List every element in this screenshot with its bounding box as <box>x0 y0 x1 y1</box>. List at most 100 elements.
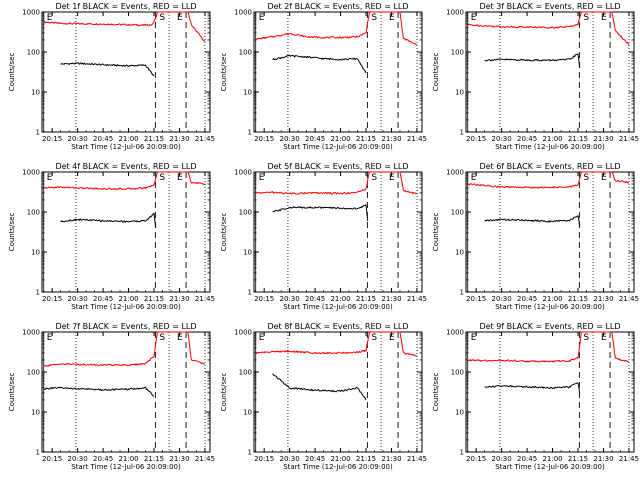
marker-label-e: E <box>259 333 265 343</box>
plot-frame <box>41 11 211 133</box>
y-axis-label: Counts/sec <box>8 53 16 92</box>
x-tick-label: 21:15 <box>356 295 376 303</box>
chart-panel-3: Det 3f BLACK = Events, RED = LLD 1 10 100 10… <box>432 2 639 151</box>
x-tick-label: 20:45 <box>305 135 325 143</box>
marker-label-s: S <box>159 333 165 343</box>
marker-label-s: S <box>159 13 165 23</box>
series-line-events <box>60 62 155 77</box>
chart-panel-9: Det 9f BLACK = Events, RED = LLD 1 10 100 10… <box>432 322 639 471</box>
x-tick-label: 20:15 <box>466 135 486 143</box>
plot-frame <box>465 171 635 293</box>
y-tick-label: 1000 <box>22 329 40 337</box>
x-tick-label: 21:15 <box>568 455 588 463</box>
y-tick-label: 10 <box>243 89 252 97</box>
chart-title: Det 8f BLACK = Events, RED = LLD <box>267 322 408 331</box>
x-tick-label: 20:30 <box>68 135 88 143</box>
chart-title: Det 9f BLACK = Events, RED = LLD <box>479 322 620 331</box>
x-tick-label: 21:45 <box>407 135 427 143</box>
y-tick-label: 100 <box>451 209 464 217</box>
y-axis-label: Counts/sec <box>8 373 16 412</box>
marker-label-e: E <box>47 173 53 183</box>
x-tick-label: 20:30 <box>280 455 300 463</box>
x-axis-label: Start Time (12-Jul-06 20:09:00) <box>495 463 605 471</box>
x-tick-label: 20:45 <box>305 455 325 463</box>
y-tick-label: 100 <box>27 209 40 217</box>
x-tick-label: 20:45 <box>93 455 113 463</box>
chart-panel-1: Det 1f BLACK = Events, RED = LLD 1 10 100 10… <box>8 2 215 151</box>
marker-label-e: E <box>471 173 477 183</box>
x-tick-label: 21:30 <box>169 295 189 303</box>
x-tick-label: 20:15 <box>466 455 486 463</box>
series-line-events <box>60 212 157 228</box>
x-tick-label: 20:45 <box>305 295 325 303</box>
x-tick-label: 20:15 <box>254 135 274 143</box>
x-tick-label: 20:30 <box>280 135 300 143</box>
marker-label-e: E <box>47 333 53 343</box>
y-tick-label: 1000 <box>446 169 464 177</box>
x-tick-label: 21:30 <box>593 295 613 303</box>
x-tick-label: 21:30 <box>381 135 401 143</box>
x-tick-label: 20:15 <box>42 455 62 463</box>
marker-label-e: E <box>601 333 607 343</box>
x-tick-label: 21:45 <box>195 455 215 463</box>
x-tick-label: 21:15 <box>144 295 164 303</box>
chart-panel-5: Det 5f BLACK = Events, RED = LLD 1 10 100 10… <box>220 162 427 311</box>
x-tick-label: 21:00 <box>118 295 138 303</box>
marker-label-s: S <box>583 333 589 343</box>
chart-panel-4: Det 4f BLACK = Events, RED = LLD 1 10 100 10… <box>8 162 215 311</box>
marker-label-s: S <box>371 13 377 23</box>
marker-label-s: S <box>371 173 377 183</box>
x-tick-label: 21:45 <box>195 135 215 143</box>
y-tick-label: 10 <box>455 409 464 417</box>
marker-label-e: E <box>471 13 477 23</box>
plot-frame <box>41 331 211 453</box>
y-tick-label: 100 <box>239 209 252 217</box>
plot-frame <box>465 11 635 133</box>
x-axis-label: Start Time (12-Jul-06 20:09:00) <box>495 143 605 151</box>
y-tick-label: 1 <box>248 129 252 137</box>
plot-frame <box>41 171 211 293</box>
y-tick-label: 10 <box>31 409 40 417</box>
x-tick-label: 21:45 <box>407 295 427 303</box>
y-tick-label: 1000 <box>446 329 464 337</box>
x-tick-label: 21:30 <box>169 455 189 463</box>
x-tick-label: 21:15 <box>356 135 376 143</box>
y-tick-label: 10 <box>31 249 40 257</box>
x-tick-label: 21:00 <box>330 455 350 463</box>
x-tick-label: 20:30 <box>492 295 512 303</box>
y-tick-label: 1000 <box>22 9 40 17</box>
marker-label-e: E <box>177 173 183 183</box>
y-tick-label: 1 <box>248 289 252 297</box>
y-tick-label: 1000 <box>22 169 40 177</box>
chart-panel-6: Det 6f BLACK = Events, RED = LLD 1 10 100 10… <box>432 162 639 311</box>
y-tick-label: 1000 <box>234 169 252 177</box>
y-tick-label: 100 <box>239 49 252 57</box>
x-tick-label: 20:15 <box>42 135 62 143</box>
x-tick-label: 20:45 <box>517 455 537 463</box>
x-axis-label: Start Time (12-Jul-06 20:09:00) <box>71 303 181 311</box>
y-tick-label: 1 <box>460 129 464 137</box>
series-line-lld <box>467 331 630 363</box>
y-tick-label: 1 <box>36 129 40 137</box>
x-axis-label: Start Time (12-Jul-06 20:09:00) <box>283 303 393 311</box>
x-tick-label: 20:30 <box>68 295 88 303</box>
x-tick-label: 20:30 <box>492 455 512 463</box>
x-tick-label: 20:30 <box>280 295 300 303</box>
plot-frame <box>253 331 423 453</box>
x-tick-label: 21:30 <box>593 135 613 143</box>
series-line-lld <box>467 171 630 189</box>
x-tick-label: 20:15 <box>466 295 486 303</box>
x-tick-label: 20:15 <box>254 455 274 463</box>
x-tick-label: 21:00 <box>542 455 562 463</box>
chart-title: Det 7f BLACK = Events, RED = LLD <box>55 322 196 331</box>
x-tick-label: 21:15 <box>144 455 164 463</box>
x-axis-label: Start Time (12-Jul-06 20:09:00) <box>495 303 605 311</box>
marker-label-e: E <box>601 13 607 23</box>
series-line-events <box>43 386 155 397</box>
y-tick-label: 10 <box>243 409 252 417</box>
x-tick-label: 21:15 <box>568 295 588 303</box>
marker-label-s: S <box>583 173 589 183</box>
marker-label-e: E <box>601 173 607 183</box>
chart-title: Det 2f BLACK = Events, RED = LLD <box>267 2 408 11</box>
